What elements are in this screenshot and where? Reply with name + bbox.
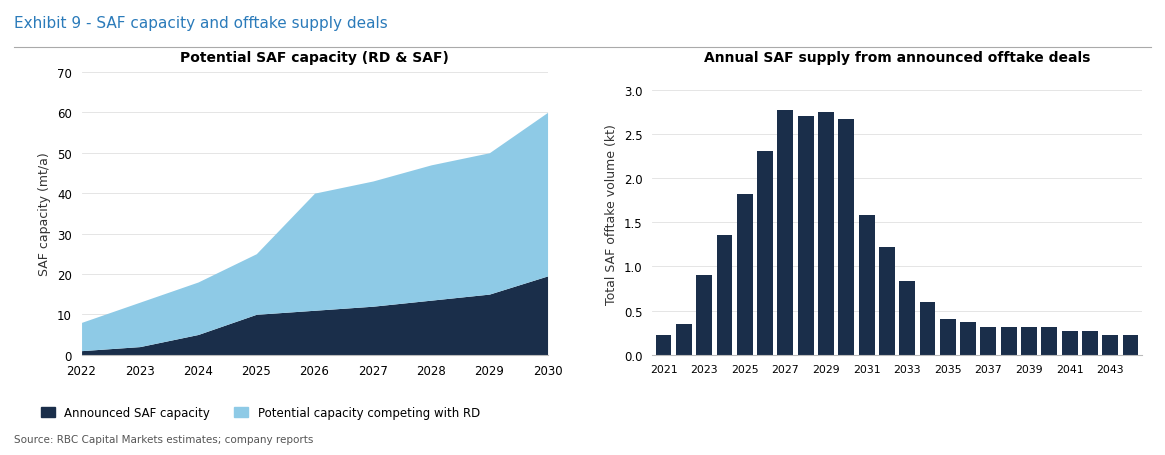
Title: Potential SAF capacity (RD & SAF): Potential SAF capacity (RD & SAF): [181, 51, 449, 65]
Bar: [1001, 328, 1017, 355]
Bar: [777, 111, 793, 355]
Bar: [960, 322, 976, 355]
Bar: [878, 248, 895, 355]
Text: Source: RBC Capital Markets estimates; company reports: Source: RBC Capital Markets estimates; c…: [14, 434, 313, 444]
Bar: [716, 236, 733, 355]
Bar: [859, 216, 875, 355]
Title: Annual SAF supply from announced offtake deals: Annual SAF supply from announced offtake…: [704, 51, 1090, 65]
Y-axis label: Total SAF offtake volume (kt): Total SAF offtake volume (kt): [606, 124, 619, 304]
Bar: [1021, 328, 1037, 355]
Bar: [1061, 331, 1078, 355]
Bar: [656, 335, 671, 355]
Bar: [1102, 335, 1118, 355]
Bar: [839, 120, 854, 355]
Bar: [899, 282, 916, 355]
Bar: [940, 319, 955, 355]
Bar: [676, 324, 692, 355]
Bar: [919, 302, 935, 355]
Bar: [1082, 331, 1097, 355]
Bar: [697, 276, 712, 355]
Bar: [798, 117, 813, 355]
Bar: [818, 112, 834, 355]
Y-axis label: SAF capacity (mt/a): SAF capacity (mt/a): [38, 152, 51, 276]
Bar: [1123, 335, 1138, 355]
Bar: [757, 152, 774, 355]
Bar: [1042, 328, 1058, 355]
Bar: [981, 328, 996, 355]
Bar: [736, 194, 753, 355]
Legend: Announced SAF capacity, Potential capacity competing with RD: Announced SAF capacity, Potential capaci…: [41, 406, 480, 419]
Text: Exhibit 9 - SAF capacity and offtake supply deals: Exhibit 9 - SAF capacity and offtake sup…: [14, 16, 388, 31]
